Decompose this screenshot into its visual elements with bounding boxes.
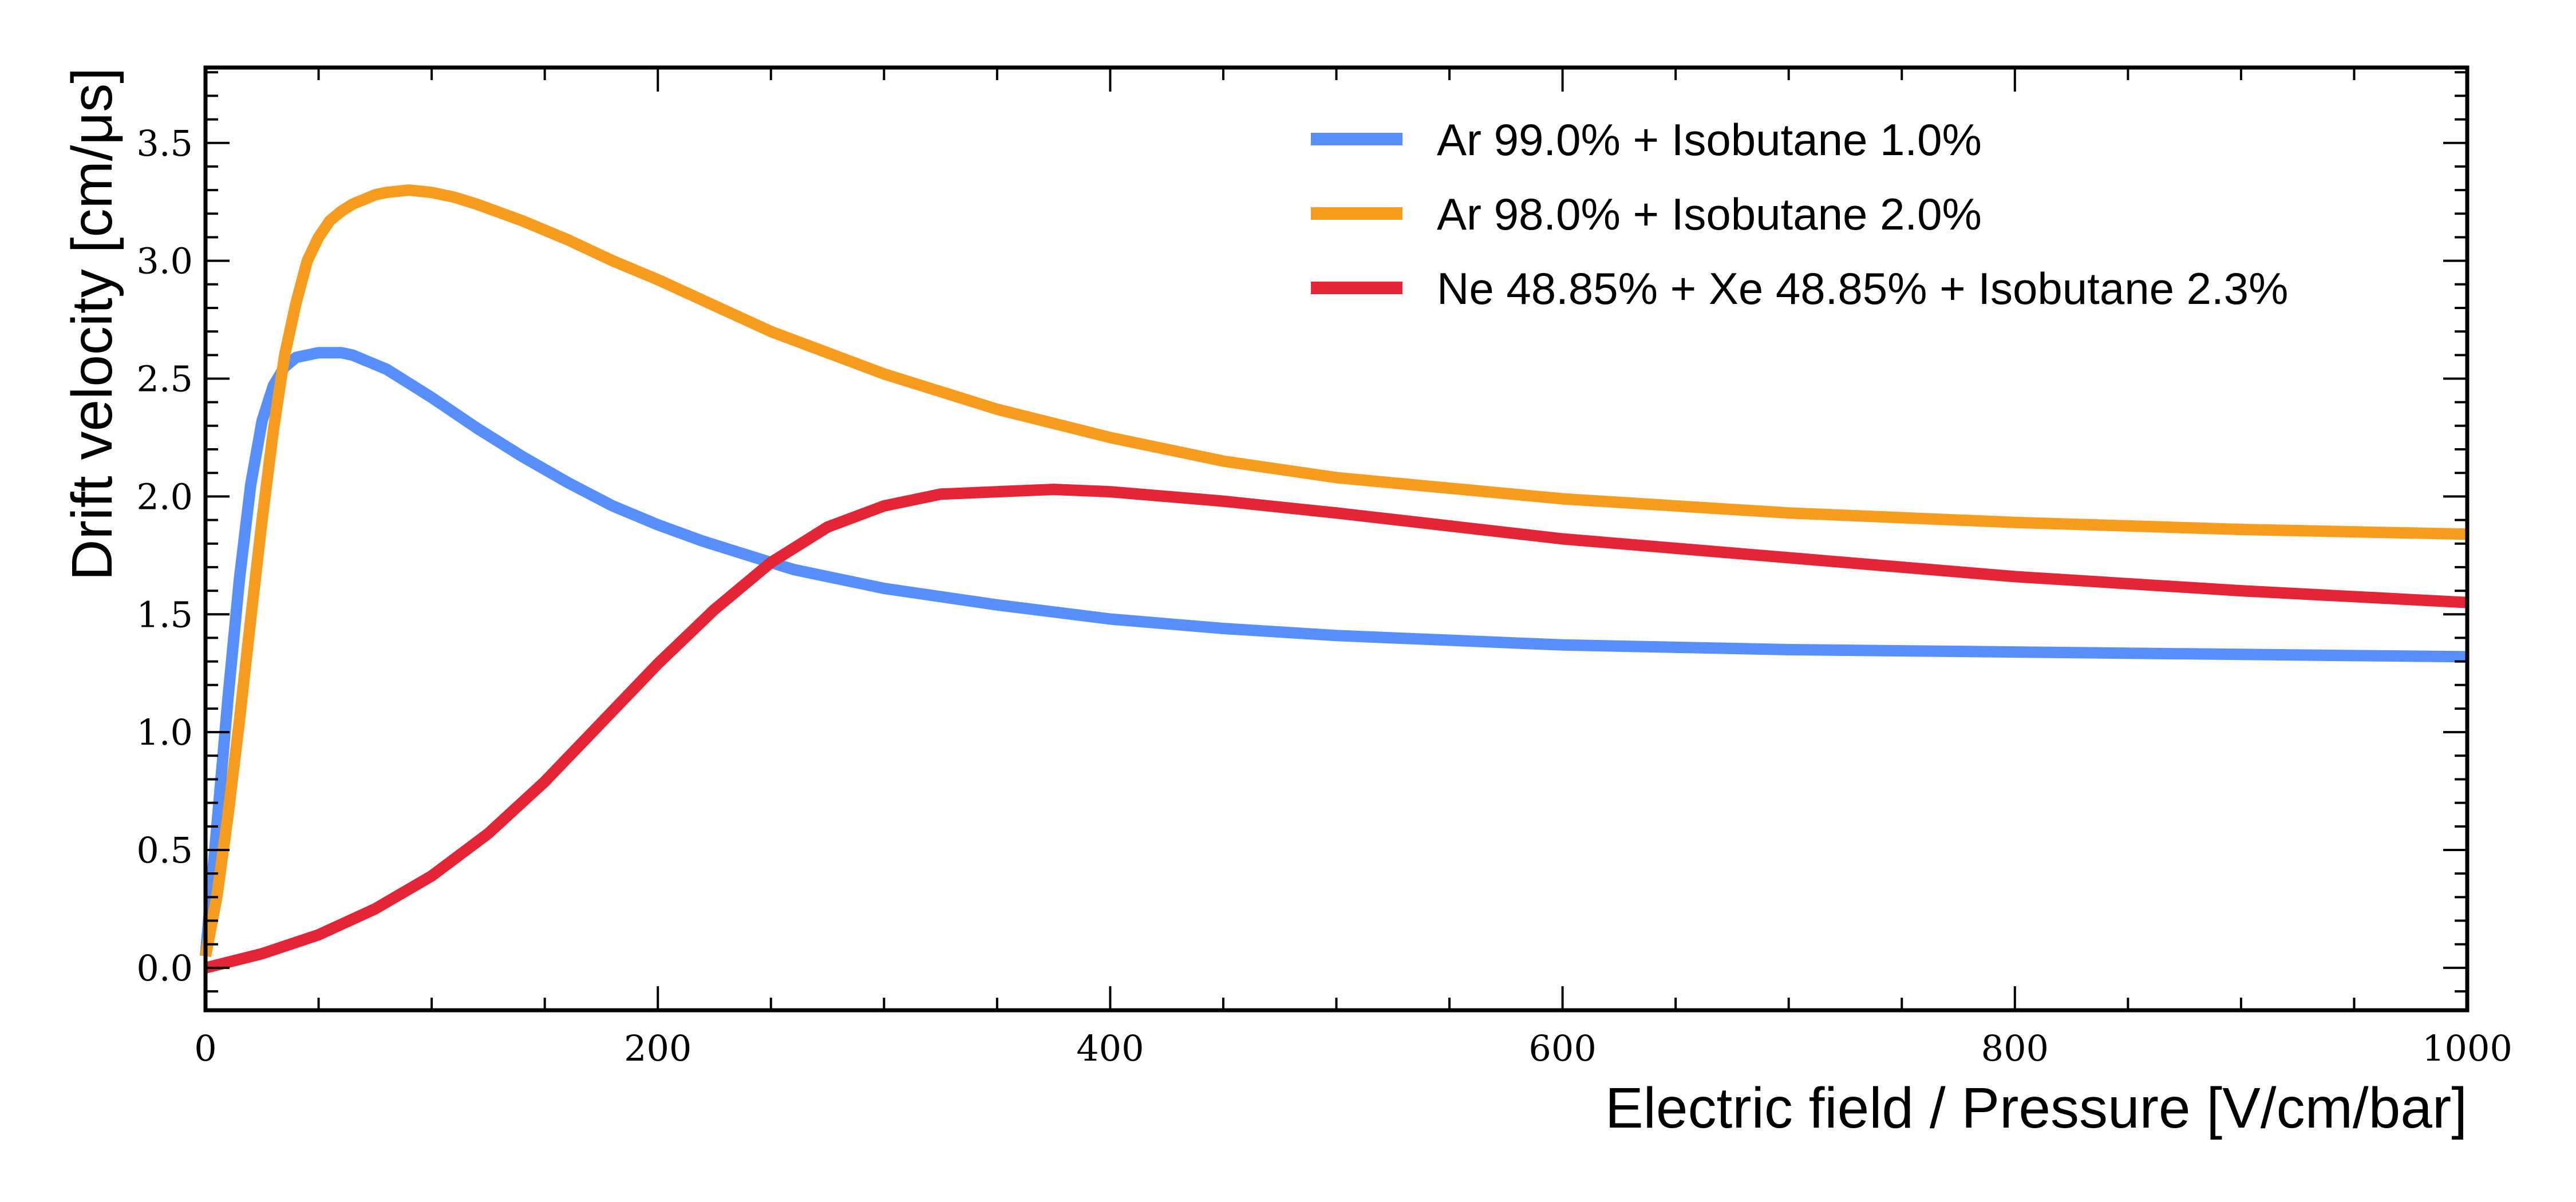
y-tick-label: 3.0 — [136, 240, 193, 282]
x-tick-label: 0 — [194, 1027, 216, 1069]
series-line-3 — [204, 484, 2468, 974]
series-layer — [200, 184, 2468, 974]
y-tick-label: 2.0 — [136, 476, 193, 517]
tick-labels-layer: 0 200 400 600 800 1000 0.0 0.5 1.0 1.5 2.0 2.5 3.0 3.… — [136, 122, 2512, 1069]
y-tick-label: 0.5 — [136, 829, 193, 871]
legend: Ar 99.0% + Isobutane 1.0% Ar 98.0% + Isob… — [1311, 114, 2288, 314]
y-tick-label: 3.5 — [136, 122, 193, 164]
y-tick-label: 1.0 — [136, 711, 193, 753]
x-tick-label: 800 — [1981, 1027, 2049, 1069]
y-tick-label: 0.0 — [136, 947, 193, 989]
plot-frame — [203, 65, 2470, 1013]
legend-label-2: Ar 98.0% + Isobutane 2.0% — [1437, 189, 1982, 239]
legend-label-3: Ne 48.85% + Xe 48.85% + Isobutane 2.3% — [1437, 263, 2288, 314]
ticks-layer — [204, 68, 2468, 1010]
series-line-1 — [200, 347, 2468, 957]
x-tick-label: 600 — [1528, 1027, 1596, 1069]
y-tick-label: 1.5 — [136, 594, 193, 635]
series-line-2 — [200, 184, 2468, 958]
y-tick-label: 2.5 — [136, 358, 193, 400]
x-tick-label: 200 — [624, 1027, 692, 1069]
x-tick-label: 1000 — [2422, 1027, 2512, 1069]
legend-label-1: Ar 99.0% + Isobutane 1.0% — [1437, 114, 1982, 165]
x-tick-label: 400 — [1076, 1027, 1144, 1069]
y-axis-label: Drift velocity [cm/μs] — [60, 68, 124, 581]
x-axis-label: Electric field / Pressure [V/cm/bar] — [1605, 1076, 2467, 1140]
